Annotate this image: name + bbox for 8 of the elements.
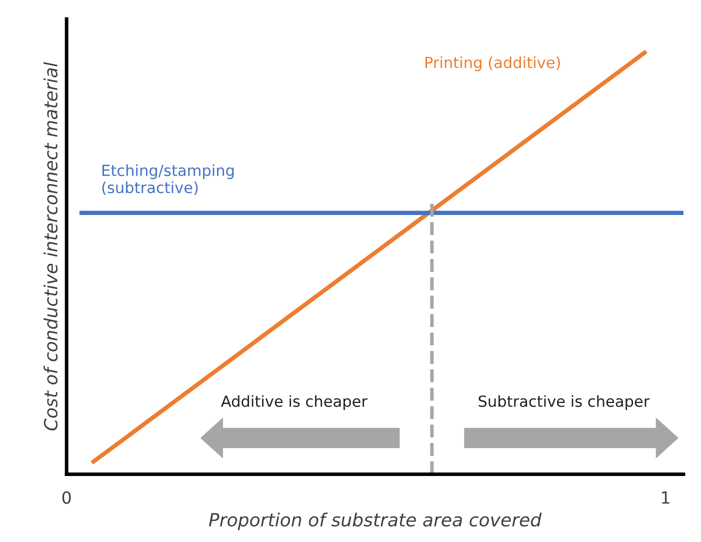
annotation: Subtractive is cheaper xyxy=(478,395,650,410)
series-label: Etching/stamping (subtractive) xyxy=(102,164,234,196)
text: Printing (additive) xyxy=(425,56,560,72)
annotation: Additive is cheaper xyxy=(220,395,368,410)
x-axis-title: Proportion of substrate area covered xyxy=(208,512,542,530)
y-axis-title: Cost of conductive interconnect material xyxy=(44,62,58,430)
x-tick-label: 0 xyxy=(62,491,71,504)
x-tick-label: 1 xyxy=(662,491,670,504)
